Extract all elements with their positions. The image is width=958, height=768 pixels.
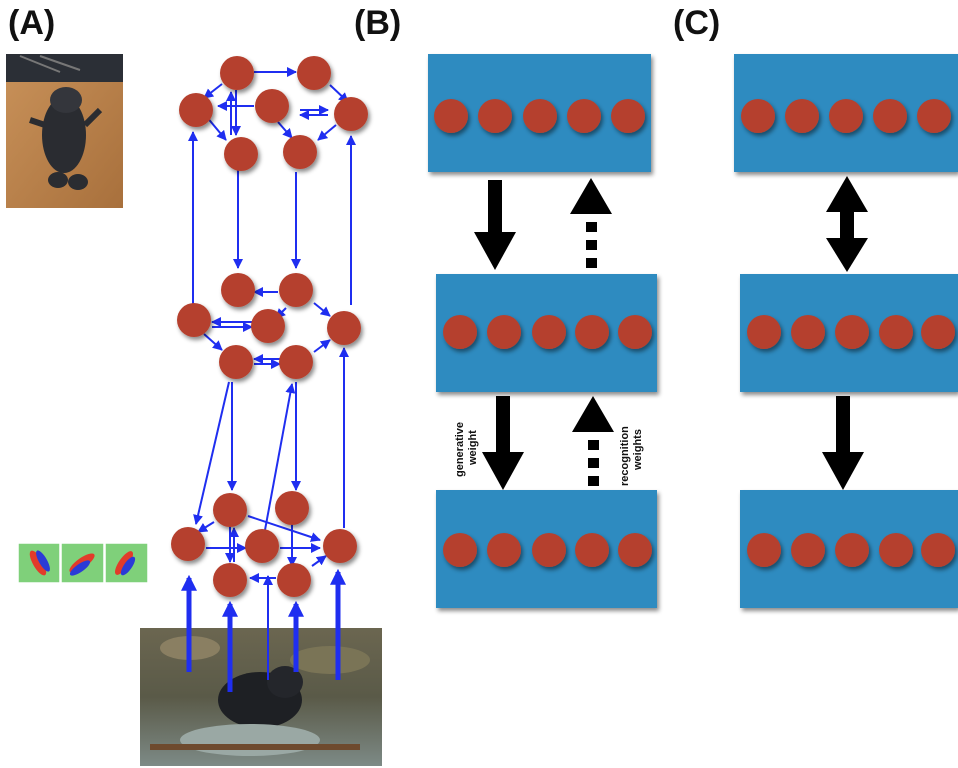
generative-arrow-bottom bbox=[482, 396, 524, 490]
network-arrows bbox=[188, 67, 356, 680]
gabor-filter-icon bbox=[17, 542, 149, 584]
panel-c-label: (C) bbox=[673, 4, 721, 42]
generative-arrow-top bbox=[474, 180, 516, 270]
recognition-weights-label: recognition weights bbox=[619, 423, 644, 486]
panel-c-middle-layer bbox=[740, 274, 958, 392]
bidirectional-arrow bbox=[826, 176, 868, 272]
panel-b-label: (B) bbox=[354, 4, 402, 42]
panel-c-top-layer bbox=[734, 54, 958, 172]
panel-c-layers bbox=[734, 54, 958, 608]
panel-b-middle-layer bbox=[436, 274, 657, 392]
input-arrows bbox=[180, 568, 347, 692]
hierarchical-network bbox=[171, 56, 368, 692]
panel-a-label: (A) bbox=[8, 4, 56, 42]
network-nodes bbox=[171, 56, 368, 597]
recognition-arrow-bottom bbox=[572, 396, 614, 486]
cat-photo-icon bbox=[6, 54, 123, 208]
panel-c-bottom-layer bbox=[740, 490, 958, 608]
panel-b-top-layer bbox=[428, 54, 651, 172]
recognition-arrow-top bbox=[570, 178, 612, 268]
panel-b-layers: generative weight recognition weights bbox=[428, 54, 657, 608]
outdoor-animal-photo-icon bbox=[140, 628, 382, 766]
generative-weight-label: generative weight bbox=[454, 419, 479, 477]
panel-b-bottom-layer bbox=[436, 490, 657, 608]
generative-arrow-c bbox=[822, 396, 864, 490]
